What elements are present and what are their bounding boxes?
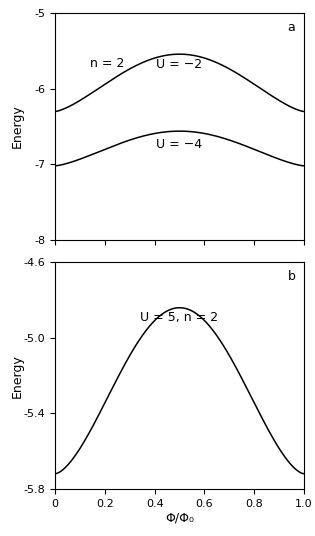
- Text: U = 5, n = 2: U = 5, n = 2: [140, 311, 219, 324]
- Text: U = −4: U = −4: [157, 138, 203, 151]
- X-axis label: Φ/Φ₀: Φ/Φ₀: [165, 511, 194, 524]
- Text: a: a: [288, 21, 295, 34]
- Y-axis label: Energy: Energy: [11, 354, 24, 398]
- Text: n = 2: n = 2: [90, 57, 124, 70]
- Text: U = −2: U = −2: [157, 58, 203, 71]
- Text: b: b: [287, 270, 295, 284]
- Y-axis label: Energy: Energy: [11, 105, 24, 148]
